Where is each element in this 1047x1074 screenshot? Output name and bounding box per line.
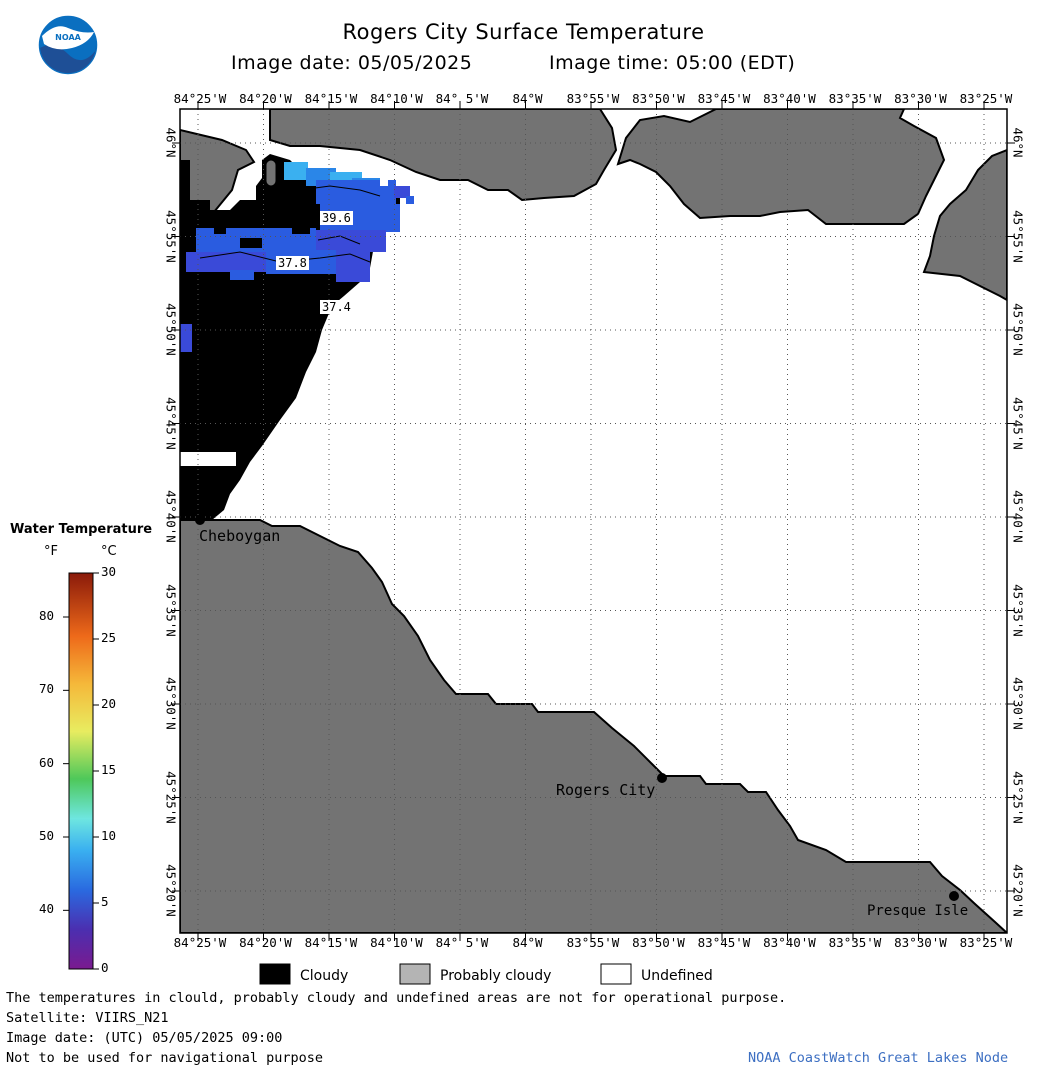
utc-date-text: Image date: (UTC) 05/05/2025 09:00 xyxy=(6,1030,283,1046)
lat-label: 45°55'N xyxy=(1010,209,1026,263)
colorbar-celsius-label: 30 xyxy=(101,564,117,579)
lon-label: 84° 5'W xyxy=(435,91,489,106)
lat-label: 45°40'N xyxy=(1010,490,1026,543)
legend-undefined-label: Undefined xyxy=(641,968,713,984)
colorbar-fahrenheit-label: 50 xyxy=(39,828,55,843)
lon-label: 84°15'W xyxy=(304,91,358,106)
lon-label: 83°35'W xyxy=(828,91,882,106)
colorbar-celsius-label: 5 xyxy=(101,894,109,909)
colorbar-celsius-label: 25 xyxy=(101,630,117,645)
colorbar-ticks xyxy=(63,572,99,970)
lat-label: 45°30'N xyxy=(1010,677,1026,730)
land-north-center xyxy=(269,109,618,202)
lon-label: 84°15'W xyxy=(304,935,358,950)
map-frame xyxy=(179,108,1008,934)
lat-label: 45°55'N xyxy=(163,209,179,263)
lon-label: 83°45'W xyxy=(697,935,751,950)
contour-label: 37.8 xyxy=(276,256,309,270)
place-label-cheboygan: Cheboygan xyxy=(199,527,281,545)
lat-label: 45°50'N xyxy=(1010,303,1026,356)
unit-fahrenheit: °F xyxy=(44,544,58,559)
lon-label: 83°40'W xyxy=(763,91,816,106)
logo-text: NOAA xyxy=(55,33,81,42)
disclaimer-text: The temperatures in clould, probably clo… xyxy=(6,990,787,1006)
navigation-note: Not to be used for navigational purpose xyxy=(6,1050,323,1066)
colorbar-fahrenheit-label: 40 xyxy=(39,901,55,917)
lon-label: 84°25'W xyxy=(173,91,227,106)
lon-label: 83°55'W xyxy=(566,935,620,950)
presque-isle-marker-icon xyxy=(949,891,959,901)
place-label-presque-isle: Presque Isle xyxy=(867,903,969,919)
lon-label: 84°W xyxy=(512,91,543,106)
lon-label: 83°55'W xyxy=(566,91,620,106)
lat-label: 45°45'N xyxy=(1010,396,1026,450)
map-title: Rogers City Surface Temperature xyxy=(342,20,705,44)
colorbar-fahrenheit-label: 60 xyxy=(39,754,55,770)
lat-label: 45°20'N xyxy=(1010,864,1026,917)
lat-label: 45°35'N xyxy=(1010,583,1026,637)
place-label-rogers-city: Rogers City xyxy=(556,781,656,799)
image-time: Image time: 05:00 (EDT) xyxy=(549,52,796,74)
lon-label: 84° 5'W xyxy=(435,935,489,950)
lon-label: 83°30'W xyxy=(894,935,947,950)
lat-label: 45°45'N xyxy=(163,396,179,450)
axis-ticks xyxy=(172,101,1015,941)
sst-pixels xyxy=(180,162,414,352)
image-date: Image date: 05/05/2025 xyxy=(231,52,473,74)
lon-label: 83°35'W xyxy=(828,935,882,950)
satellite-text: Satellite: VIIRS_N21 xyxy=(6,1010,169,1026)
lon-label: 83°25'W xyxy=(959,935,1013,950)
lon-label: 84°20'W xyxy=(239,91,292,106)
lat-label: 45°25'N xyxy=(1010,770,1026,824)
lat-label: 45°50'N xyxy=(163,303,179,356)
colorbar-celsius-label: 15 xyxy=(101,762,117,777)
lon-label: 83°30'W xyxy=(894,91,947,106)
land-east-island xyxy=(922,148,1007,302)
lon-label: 84°10'W xyxy=(370,91,423,106)
lat-label: 46°N xyxy=(163,127,179,158)
lat-label: 45°30'N xyxy=(163,677,179,730)
lon-label: 83°50'W xyxy=(632,91,685,106)
lat-label: 45°35'N xyxy=(163,583,179,637)
legend-probably-cloudy-swatch xyxy=(399,963,431,985)
unit-celsius: °C xyxy=(101,544,117,559)
lon-label: 83°50'W xyxy=(632,935,685,950)
credit-text: NOAA CoastWatch Great Lakes Node xyxy=(748,1050,1009,1066)
colorbar-celsius-label: 20 xyxy=(101,696,117,711)
lon-label: 84°10'W xyxy=(370,935,423,950)
legend-undefined-swatch xyxy=(600,963,632,985)
lon-label: 83°25'W xyxy=(959,91,1013,106)
rogers-city-marker-icon xyxy=(657,773,667,783)
lon-label: 84°W xyxy=(512,935,543,950)
lat-label: 45°25'N xyxy=(163,770,179,824)
colorbar-fahrenheit-label: 80 xyxy=(39,608,55,623)
contour-label: 39.6 xyxy=(320,211,353,225)
color-legend-title: Water Temperature xyxy=(10,522,153,537)
cheboygan-marker-icon xyxy=(195,515,205,525)
lat-label: 45°20'N xyxy=(163,864,179,917)
lon-label: 84°25'W xyxy=(173,935,227,950)
legend-probably-cloudy-label: Probably cloudy xyxy=(440,968,552,984)
lon-label: 84°20'W xyxy=(239,935,292,950)
noaa-logo-icon: NOAA xyxy=(37,14,99,76)
lon-label: 83°45'W xyxy=(697,91,751,106)
lat-label: 46°N xyxy=(1010,127,1026,158)
lat-label: 45°40'N xyxy=(163,490,179,543)
colorbar-fahrenheit-label: 70 xyxy=(39,681,55,697)
temperature-colorbar xyxy=(68,572,94,970)
legend-cloudy-swatch xyxy=(259,963,291,985)
lon-label: 83°40'W xyxy=(763,935,816,950)
contour-label: 37.4 xyxy=(320,300,353,314)
colorbar-celsius-label: 10 xyxy=(101,828,117,843)
colorbar-celsius-label: 0 xyxy=(101,960,109,975)
legend-cloudy-label: Cloudy xyxy=(300,968,349,984)
land-south xyxy=(180,519,1007,933)
